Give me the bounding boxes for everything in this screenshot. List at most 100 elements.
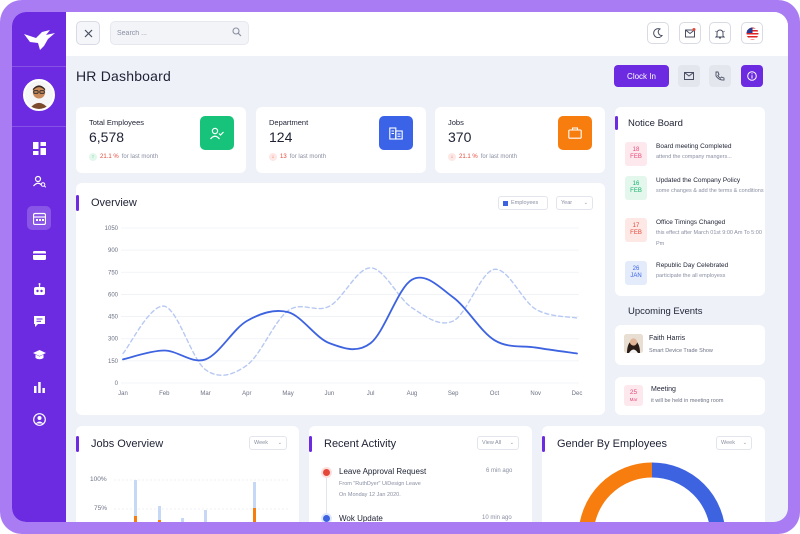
notifications-button[interactable] [709, 22, 731, 44]
education-icon [32, 349, 46, 359]
activity-title[interactable]: Wok Update [339, 514, 383, 522]
search-input[interactable] [117, 26, 223, 40]
section-accent [76, 436, 79, 452]
email-button[interactable] [678, 65, 700, 87]
pegasus-logo-icon[interactable] [22, 26, 58, 54]
search-icon[interactable] [232, 27, 242, 37]
event-card[interactable]: 25 Mar Meeting it will be held in meetin… [615, 377, 765, 415]
info-button[interactable] [741, 65, 763, 87]
jobs-bar-chart [114, 479, 288, 522]
nav-education[interactable] [27, 342, 51, 366]
x-tick-label: Jun [325, 391, 335, 397]
donut-segment [651, 462, 725, 522]
series-line-secondary [122, 267, 578, 376]
sidebar [12, 12, 66, 522]
clock-in-button[interactable]: Clock In [614, 65, 669, 87]
view-all-button[interactable]: View All ⌄ [477, 436, 519, 450]
activity-dot [323, 515, 330, 522]
nav-robot[interactable] [27, 277, 51, 301]
stat-change: ↓ 21.1 % for last month [448, 153, 517, 161]
chevron-down-icon: ⌄ [583, 200, 588, 206]
messages-button[interactable] [679, 22, 701, 44]
activity-title[interactable]: Leave Approval Request [339, 467, 427, 476]
call-button[interactable] [709, 65, 731, 87]
gender-title: Gender By Employees [557, 438, 668, 450]
us-flag-icon [746, 27, 758, 39]
stat-change-value: 21.1 % [459, 154, 478, 160]
briefcase-icon [568, 127, 582, 139]
user-search-icon [32, 175, 46, 188]
avatar[interactable] [23, 79, 55, 111]
bell-icon [715, 29, 725, 38]
period-select-value: Week [254, 440, 268, 446]
notice-date: 26 JAN [625, 261, 647, 285]
view-all-label: View All [482, 440, 502, 446]
period-select[interactable]: Year ⌄ [556, 196, 593, 210]
moon-icon [653, 28, 663, 38]
notice-title: Updated the Company Policy [656, 177, 741, 184]
notice-item[interactable]: 16 FEB Updated the Company Policy some ch… [625, 176, 765, 206]
bar [134, 516, 137, 522]
x-tick-label: Jul [367, 391, 375, 397]
x-tick-label: Mar [200, 391, 210, 397]
overview-card: Overview Employees Year ⌄ 0 150 300 450 600 7… [76, 183, 605, 415]
event-date: 25 Mar [624, 385, 643, 406]
recent-activity-card: Recent Activity View All ⌄ Leave Approva… [309, 426, 532, 522]
bar [204, 510, 207, 522]
notice-item[interactable]: 17 FEB Office Timings Changed this effect… [625, 218, 765, 248]
notice-item[interactable]: 26 JAN Republic Day Celebrated participat… [625, 261, 765, 291]
section-accent [76, 195, 79, 211]
notice-item[interactable]: 18 FEB Board meeting Completed attend the… [625, 142, 765, 172]
timeline-line [326, 473, 327, 522]
dark-mode-button[interactable] [647, 22, 669, 44]
stat-icon-box [200, 116, 234, 150]
section-accent [542, 436, 545, 452]
notice-title: Republic Day Celebrated [656, 262, 729, 269]
stat-card-department: Department 124 ↓ 13 for last month [256, 107, 426, 173]
language-button[interactable] [741, 22, 763, 44]
event-card[interactable]: Faith Harris Smart Device Trade Show [615, 325, 765, 365]
stat-change-value: 21.1 % [100, 154, 119, 160]
mail-icon [684, 72, 694, 80]
stat-card-jobs: Jobs 370 ↓ 21.1 % for last month [435, 107, 605, 173]
x-tick-label: Apr [242, 391, 251, 397]
x-tick-label: Nov [530, 391, 541, 397]
jobs-period-select[interactable]: Week ⌄ [249, 436, 287, 450]
y-tick-label: 0 [115, 381, 119, 387]
overview-title: Overview [91, 197, 137, 209]
nav-dashboard[interactable] [27, 136, 51, 160]
nav-user-search[interactable] [27, 169, 51, 193]
user-circle-icon [32, 412, 46, 426]
notice-desc: some changes & add the terms & condition… [656, 188, 764, 194]
gender-period-select[interactable]: Week ⌄ [716, 436, 752, 450]
building-icon [389, 126, 403, 140]
legend-label: Employees [511, 200, 539, 206]
user-check-icon [210, 127, 224, 139]
legend-swatch [503, 200, 508, 206]
close-icon [84, 29, 92, 37]
bar [181, 518, 184, 522]
nav-reports[interactable] [27, 374, 51, 398]
x-tick-label: Jan [118, 391, 128, 397]
app-screen: HR Dashboard Clock In Total Employees 6,… [12, 12, 788, 522]
nav-chat[interactable] [27, 309, 51, 333]
y-tick-label: 100% [90, 476, 107, 483]
x-tick-label: Oct [490, 391, 500, 397]
stat-change-suffix: for last month [121, 154, 159, 160]
calendar-icon [32, 212, 46, 225]
dashboard-icon [32, 141, 46, 155]
x-tick-label: Sep [448, 391, 459, 397]
user-avatar-icon [29, 85, 49, 109]
bar-chart-icon [33, 381, 45, 393]
period-select-value: Week [721, 440, 735, 446]
top-bar [66, 12, 788, 56]
stat-label: Jobs [448, 118, 464, 127]
notice-board-card: Notice Board 18 FEB Board meeting Complet… [615, 107, 765, 296]
phone-icon [715, 71, 725, 81]
nav-calendar[interactable] [27, 206, 51, 230]
nav-profile[interactable] [27, 407, 51, 431]
legend-employees[interactable]: Employees [498, 196, 548, 210]
nav-card[interactable] [27, 243, 51, 267]
y-tick-label: 900 [108, 248, 119, 254]
close-sidebar-button[interactable] [76, 21, 100, 45]
